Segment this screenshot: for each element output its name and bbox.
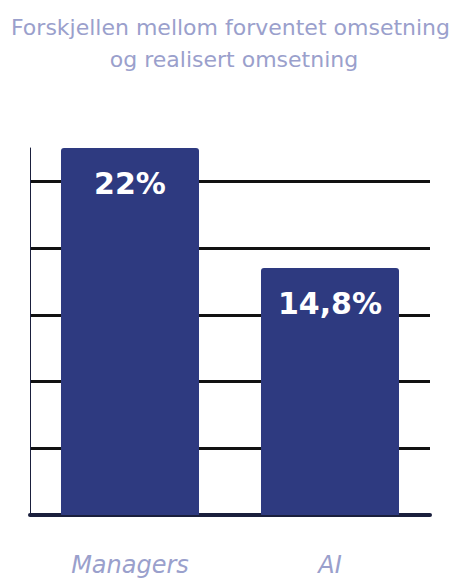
- svg-text:14,8%: 14,8%: [278, 286, 382, 321]
- svg-text:Forskjellen mellom forventet o: Forskjellen mellom forventet omsetning: [11, 15, 450, 40]
- svg-text:AI: AI: [316, 551, 342, 579]
- svg-text:Managers: Managers: [71, 551, 189, 579]
- svg-text:og realisert omsetning: og realisert omsetning: [103, 47, 358, 72]
- svg-text:22%: 22%: [94, 166, 166, 201]
